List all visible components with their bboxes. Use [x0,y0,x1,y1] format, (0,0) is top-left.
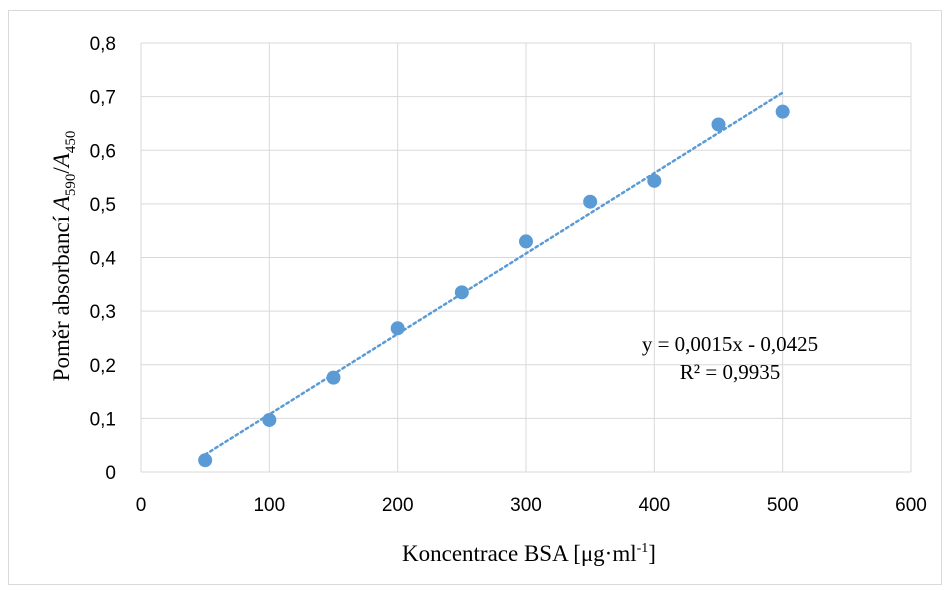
y-tick-label: 0,5 [90,195,116,216]
y-tick-label: 0,1 [90,409,116,430]
x-tick-labels: 0 100 200 300 400 500 600 [136,495,927,516]
x-tick-label: 500 [767,495,799,516]
trendline [203,91,784,456]
data-point [583,194,598,209]
y-axis-label: Poměr absorbancí A590/A450 [49,131,79,382]
y-tick-label: 0,3 [90,302,116,323]
data-point [775,104,790,119]
x-tick-label: 0 [136,495,147,516]
x-tick-label: 400 [638,495,670,516]
data-point [262,412,277,427]
y-tick-label: 0,8 [90,34,116,55]
chart-frame: 0 100 200 300 400 500 600 0 0,1 0,2 0,3 0,4 0,5 0,6 0… [8,10,942,585]
data-point [454,285,469,300]
y-tick-label: 0,6 [90,141,116,162]
data-point [519,234,533,249]
y-tick-label: 0,2 [90,356,116,377]
x-axis-label: Koncentrace BSA [μg·ml-1] [402,541,656,566]
r-squared-label: R² = 0,9935 [680,360,780,384]
chart: 0 100 200 300 400 500 600 00,10,20,30,40,50,60… [49,34,927,566]
data-point [711,117,726,132]
data-point [390,321,405,336]
data-point [647,173,662,188]
x-tick-label: 100 [253,495,285,516]
data-points [198,104,790,468]
y-tick-label: 0,7 [90,88,116,109]
gridlines [140,42,912,473]
trendline-equation: y = 0,0015x - 0,0425 [642,332,818,356]
x-tick-label: 300 [510,495,542,516]
y-tick-labels: 0 0,1 0,2 0,3 0,4 0,5 0,6 0,7 0,8 [90,34,117,484]
y-tick-label: 0 [105,463,116,484]
data-point [326,370,341,385]
trendline-group [203,91,784,456]
data-point [198,453,213,468]
y-tick-label: 0,4 [90,249,117,270]
x-tick-label: 600 [895,495,927,516]
x-tick-label: 200 [382,495,414,516]
